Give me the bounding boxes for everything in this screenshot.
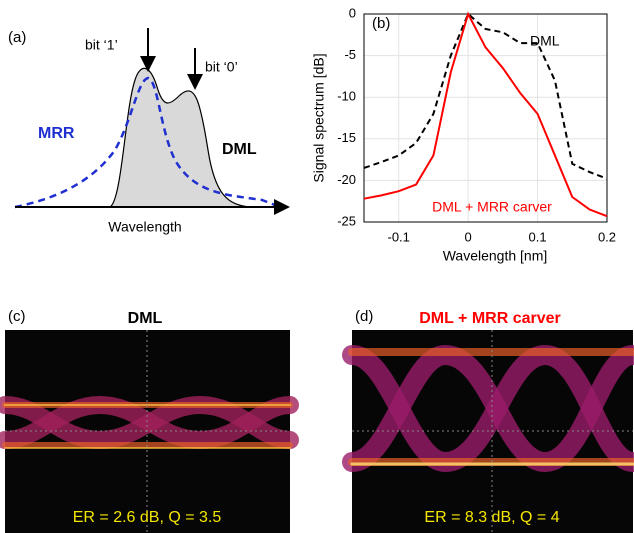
eye-c: (c) DML ER = 2.6 dB, Q = 3.5 <box>5 308 290 533</box>
eye-caption: ER = 8.3 dB, Q = 4 <box>424 509 559 526</box>
x-axis-label: Wavelength [nm] <box>443 248 548 264</box>
x-tick-label: 0.1 <box>529 229 547 244</box>
series-label: DML + MRR carver <box>432 199 552 215</box>
y-axis-label: Signal spectrum [dB] <box>311 53 327 182</box>
y-tick-label: 0 <box>349 5 356 20</box>
x-tick-label: 0.2 <box>598 229 616 244</box>
x-axis-label: Wavelength <box>108 219 181 235</box>
figure: (a) bit ‘1’ bit ‘0’ MRR DML Wavelength (… <box>0 0 634 533</box>
schematic: (a) bit ‘1’ bit ‘0’ MRR DML Wavelength <box>8 28 286 235</box>
annotation: MRR <box>38 125 75 142</box>
panel-label: (d) <box>355 308 373 325</box>
eye-d: (d) DML + MRR carver ER = 8.3 dB, Q = 4 <box>352 308 633 533</box>
y-tick-label: -5 <box>344 47 356 62</box>
y-tick-label: -15 <box>337 130 356 145</box>
x-tick-label: -0.1 <box>388 229 410 244</box>
series-line <box>364 14 607 216</box>
panel-label: (c) <box>8 308 26 325</box>
eye-title: DML + MRR carver <box>419 310 561 327</box>
dml-curve <box>110 68 250 207</box>
y-tick-label: -20 <box>337 172 356 187</box>
panel-label: (a) <box>8 29 26 46</box>
annotation: bit ‘0’ <box>205 59 238 75</box>
series-line <box>364 14 607 179</box>
panel-label: (b) <box>372 15 390 32</box>
spectrum-chart: (b) Wavelength [nm] Signal spectrum [dB]… <box>311 5 616 263</box>
series-label: DML <box>530 33 560 49</box>
y-tick-label: -25 <box>337 213 356 228</box>
eye-caption: ER = 2.6 dB, Q = 3.5 <box>73 509 222 526</box>
y-tick-label: -10 <box>337 89 356 104</box>
annotation: bit ‘1’ <box>85 37 118 53</box>
eye-title: DML <box>128 310 163 327</box>
x-tick-label: 0 <box>465 229 472 244</box>
annotation: DML <box>222 141 257 158</box>
